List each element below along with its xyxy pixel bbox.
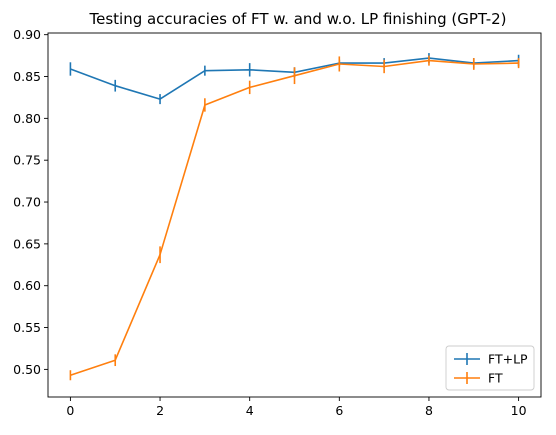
legend-label: FT [488, 371, 503, 386]
y-tick-label: 0.65 [13, 236, 41, 251]
x-axis: 0 2 4 6 8 10 [66, 397, 527, 418]
series-2 [69, 55, 520, 381]
x-tick-label: 6 [335, 403, 343, 418]
chart-title: Testing accuracies of FT w. and w.o. LP … [88, 10, 506, 28]
y-tick-label: 0.90 [13, 27, 41, 42]
plot-area [69, 53, 520, 381]
x-tick-label: 0 [66, 403, 74, 418]
y-tick-label: 0.50 [13, 362, 41, 377]
y-tick-label: 0.75 [13, 153, 41, 168]
x-tick-label: 2 [156, 403, 164, 418]
x-tick-label: 8 [425, 403, 433, 418]
axes-frame [47, 32, 542, 398]
y-tick-label: 0.70 [13, 195, 41, 210]
y-axis: 0.50 0.55 0.60 0.65 0.70 0.75 0.80 0.85 0.90 [13, 27, 48, 377]
y-tick-label: 0.80 [13, 111, 41, 126]
legend: FT+LP FT [445, 345, 535, 391]
legend-label: FT+LP [488, 352, 528, 367]
x-tick-label: 10 [511, 403, 527, 418]
y-tick-label: 0.55 [13, 320, 41, 335]
series-line [70, 59, 519, 376]
legend-box [445, 345, 535, 391]
x-tick-label: 4 [246, 403, 254, 418]
y-tick-label: 0.60 [13, 278, 41, 293]
y-tick-label: 0.85 [13, 69, 41, 84]
